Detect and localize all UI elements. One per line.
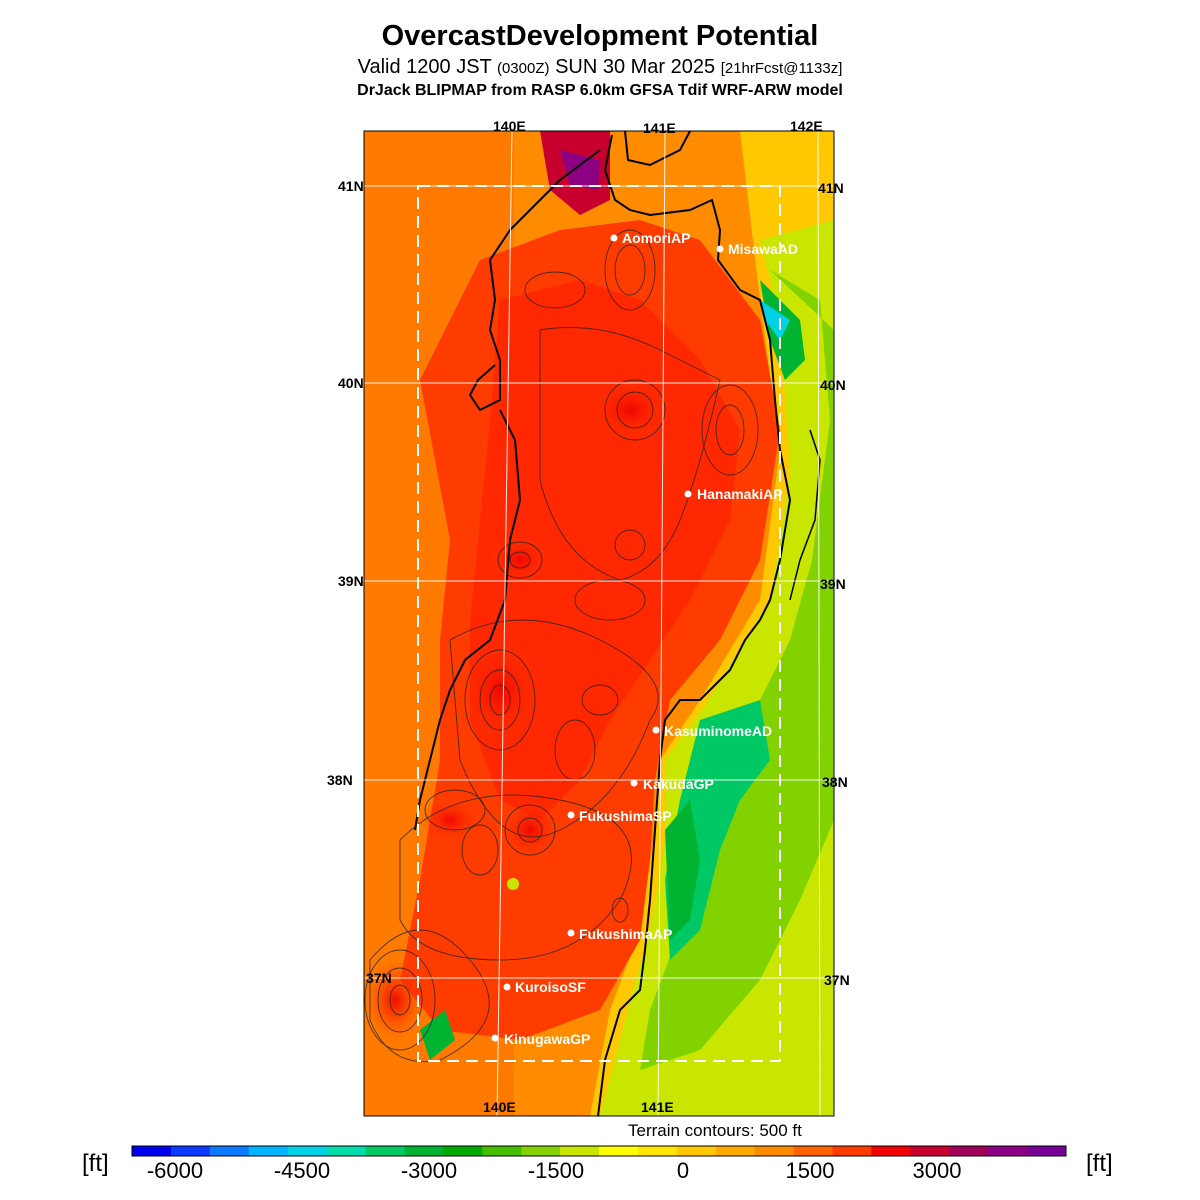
colorbar-tick-label: -4500 [273, 1158, 331, 1183]
colorbar-swatch [560, 1146, 600, 1156]
forecast-info: [21hrFcst@1133z] [720, 60, 843, 77]
colorbar [131, 1145, 1067, 1157]
lon-label-142e-top: 142E [790, 118, 823, 134]
lon-label-141e-bottom: 141E [641, 1099, 674, 1115]
map-frame [363, 130, 835, 1117]
colorbar-unit-right: [ft] [1086, 1150, 1113, 1177]
map-subtitle: Valid 1200 JST (0300Z) SUN 30 Mar 2025 [… [0, 56, 1200, 79]
lat-label-38n-left: 38N [327, 772, 353, 788]
sites-layer: AomoriAP MisawaAD HanamakiAP KasuminomeA… [491, 230, 798, 1047]
site-label-kakuda: KakudaGP [643, 776, 714, 792]
site-marker-kuroiso [503, 983, 511, 991]
colorbar-swatch [832, 1146, 872, 1156]
valid-time: Valid 1200 JST [357, 56, 492, 78]
colorbar-swatch [910, 1146, 950, 1156]
colorbar-swatch [599, 1146, 639, 1156]
lat-label-40n-right: 40N [820, 377, 846, 393]
site-label-fukushima-ap: FukushimaAP [579, 926, 672, 942]
lon-label-140e-bottom: 140E [483, 1099, 516, 1115]
colorbar-swatch [209, 1146, 250, 1156]
valid-date: SUN 30 Mar 2025 [555, 56, 716, 78]
colorbar-tick-label: 3000 [912, 1158, 962, 1183]
colorbar-swatch [637, 1146, 678, 1156]
colorbar-swatch [871, 1146, 911, 1156]
site-marker-aomori [610, 234, 618, 242]
site-label-kinugawa: KinugawaGP [504, 1031, 590, 1047]
lat-label-38n-right: 38N [822, 774, 848, 790]
inner-domain-box [417, 185, 781, 1062]
colorbar-swatch [326, 1146, 366, 1156]
colorbar-swatch [1027, 1146, 1067, 1156]
site-label-fukushima-sp: FukushimaSP [579, 808, 672, 824]
lat-label-37n-right: 37N [824, 972, 850, 988]
lat-label-40n-left: 40N [338, 375, 364, 391]
site-label-hanamaki: HanamakiAP [697, 486, 783, 502]
colorbar-tick-label: -6000 [146, 1158, 204, 1183]
site-label-misawa: MisawaAD [728, 241, 798, 257]
colorbar-swatch [793, 1146, 833, 1156]
colorbar-swatch [988, 1146, 1028, 1156]
colorbar-swatch [248, 1146, 289, 1156]
colorbar-swatch [132, 1146, 172, 1156]
terrain-contour-note: Terrain contours: 500 ft [628, 1121, 802, 1140]
site-marker-kakuda [630, 779, 638, 787]
site-label-kasuminome: KasuminomeAD [664, 723, 772, 739]
lon-label-140e-top: 140E [493, 118, 526, 134]
colorbar-tick-label: -1500 [527, 1158, 585, 1183]
colorbar-swatch [482, 1146, 522, 1156]
site-marker-hanamaki [684, 490, 692, 498]
site-label-aomori: AomoriAP [622, 230, 690, 246]
colorbar-swatch [170, 1146, 211, 1156]
colorbar-swatch [287, 1146, 328, 1156]
colorbar-swatch [676, 1146, 717, 1156]
colorbar-swatch [754, 1146, 795, 1156]
lat-label-39n-left: 39N [338, 573, 364, 589]
site-marker-fukushima-ap [567, 929, 575, 937]
lat-label-41n-right: 41N [818, 180, 844, 196]
model-description: DrJack BLIPMAP from RASP 6.0km GFSA Tdif… [357, 82, 843, 99]
utc-time: (0300Z) [496, 60, 550, 77]
lat-label-41n-left: 41N [338, 178, 364, 194]
colorbar-tick-label: 1500 [785, 1158, 835, 1183]
colorbar-tick-label: 0 [676, 1158, 690, 1183]
site-marker-misawa [716, 245, 724, 253]
lat-label-39n-right: 39N [820, 576, 846, 592]
colorbar-swatch [715, 1146, 756, 1156]
colorbar-swatch [404, 1146, 444, 1156]
site-marker-fukushima-sp [567, 811, 575, 819]
colorbar-tick-label: -3000 [400, 1158, 458, 1183]
lat-label-37n-left: 37N [366, 970, 392, 986]
site-marker-kinugawa [491, 1034, 499, 1042]
lon-label-141e-top: 141E [643, 120, 676, 136]
colorbar-swatch [521, 1146, 561, 1156]
map-title: OvercastDevelopment Potential [381, 20, 819, 52]
colorbar-swatch [949, 1146, 989, 1156]
colorbar-unit-left: [ft] [82, 1150, 109, 1177]
colorbar-swatch [443, 1146, 483, 1156]
site-marker-kasuminome [652, 726, 660, 734]
site-label-kuroiso: KuroisoSF [515, 979, 586, 995]
colorbar-frame [131, 1145, 1067, 1157]
colorbar-swatch [365, 1146, 405, 1156]
field-layer [364, 131, 834, 1116]
terrain-contours [364, 229, 759, 1063]
